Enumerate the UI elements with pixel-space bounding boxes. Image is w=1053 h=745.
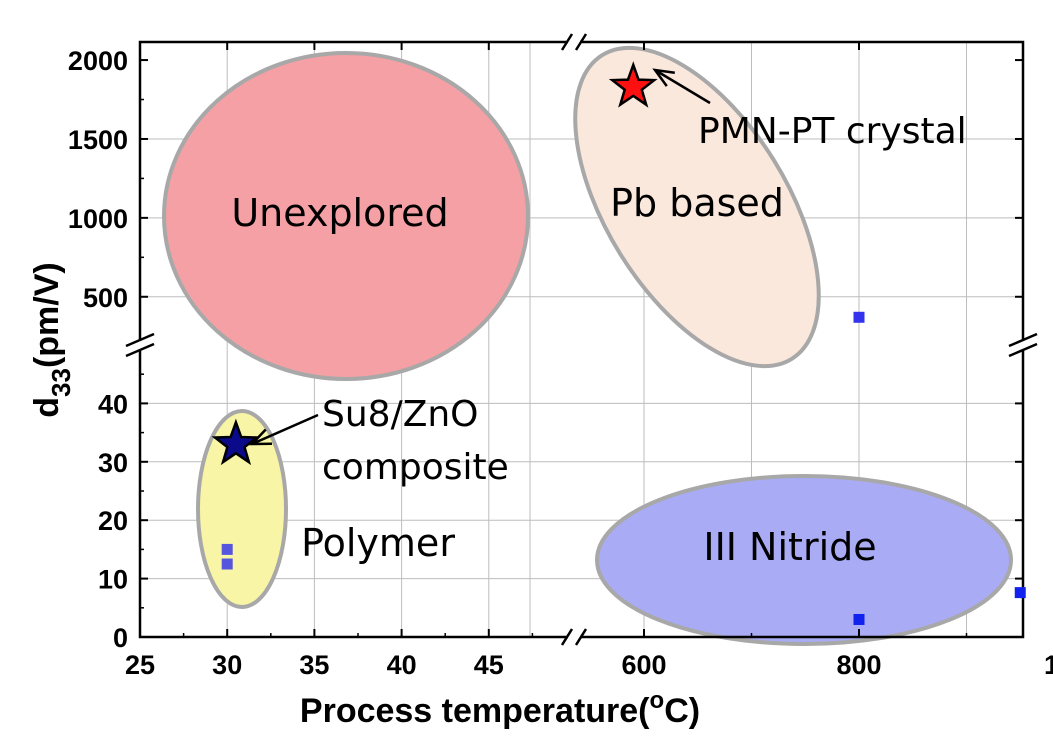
- axis-break-mark: [125, 342, 155, 358]
- annotation-su8-zno: Su8/ZnO: [322, 394, 479, 435]
- axis-break-mark: [1008, 332, 1038, 348]
- y-tick-label: 1500: [68, 125, 128, 155]
- axis-ticks: [139, 42, 1023, 638]
- region-label: III Nitride: [703, 525, 876, 569]
- axis-break-mark: [574, 628, 588, 646]
- axis-break-gap: [568, 632, 580, 642]
- star-marker-pmn-pt-crystal: [608, 61, 658, 108]
- data-point-polymer: [221, 558, 233, 570]
- annotation-arrowhead: [249, 428, 273, 446]
- x-axis-title: Process temperature(oC): [300, 687, 700, 730]
- axis-break-gap: [1015, 340, 1031, 350]
- y-tick-label: 40: [98, 389, 128, 419]
- data-point-pb-based: [853, 311, 865, 323]
- axis-break-mark: [560, 628, 574, 646]
- axis-break-mark: [574, 33, 588, 51]
- region-ellipse-polymer: [196, 409, 288, 609]
- x-tick-label: 35: [299, 650, 329, 680]
- region-label: Pb based: [610, 181, 784, 225]
- annotation-su8-zno: composite: [322, 447, 509, 488]
- y-axis-title: d33(pm/V): [28, 262, 76, 417]
- data-point-iii-nitride: [1014, 587, 1026, 599]
- annotation-arrowhead: [652, 68, 675, 87]
- y-tick-label: 1000: [68, 204, 128, 234]
- y-tick-label: 500: [83, 283, 128, 313]
- region-label: Polymer: [301, 521, 455, 565]
- axis-break-mark: [1008, 342, 1038, 358]
- x-tick-label: 600: [621, 650, 666, 680]
- regions: [162, 45, 1013, 646]
- axis-break-gap: [132, 340, 148, 350]
- y-tick-label: 2000: [68, 46, 128, 76]
- annotation-arrow: [654, 68, 711, 105]
- axis-break-mark: [125, 332, 155, 348]
- y-tick-label: 0: [113, 623, 128, 653]
- x-tick-label: 40: [387, 650, 417, 680]
- annotation-pmn-pt: PMN-PT crystal: [698, 111, 967, 152]
- labels: Unexplored Pb based Polymer III Nitride 25 30…: [68, 46, 1053, 680]
- y-tick-label: 20: [98, 506, 128, 536]
- star-marker-su8-zno-composite: [211, 418, 261, 466]
- data-points: [211, 61, 1026, 625]
- x-tick-label: 1000: [1044, 650, 1053, 680]
- annotation-arrow: [251, 413, 319, 446]
- region-label: Unexplored: [231, 191, 448, 235]
- data-point-iii-nitride: [853, 613, 865, 625]
- y-tick-label: 30: [98, 448, 128, 478]
- y-tick-label: 10: [98, 565, 128, 595]
- region-ellipse-unexplored: [162, 51, 530, 381]
- x-tick-label: 25: [125, 650, 155, 680]
- plot-frame: [125, 33, 1038, 646]
- axis-break-gap: [568, 37, 580, 47]
- x-tick-label: 45: [474, 650, 504, 680]
- region-ellipse-pb-based: [573, 45, 821, 369]
- region-ellipse-iii-nitride: [595, 474, 1013, 646]
- data-point-polymer: [221, 543, 233, 555]
- x-tick-label: 800: [836, 650, 881, 680]
- x-tick-label: 30: [212, 650, 242, 680]
- axis-break-mark: [560, 33, 574, 51]
